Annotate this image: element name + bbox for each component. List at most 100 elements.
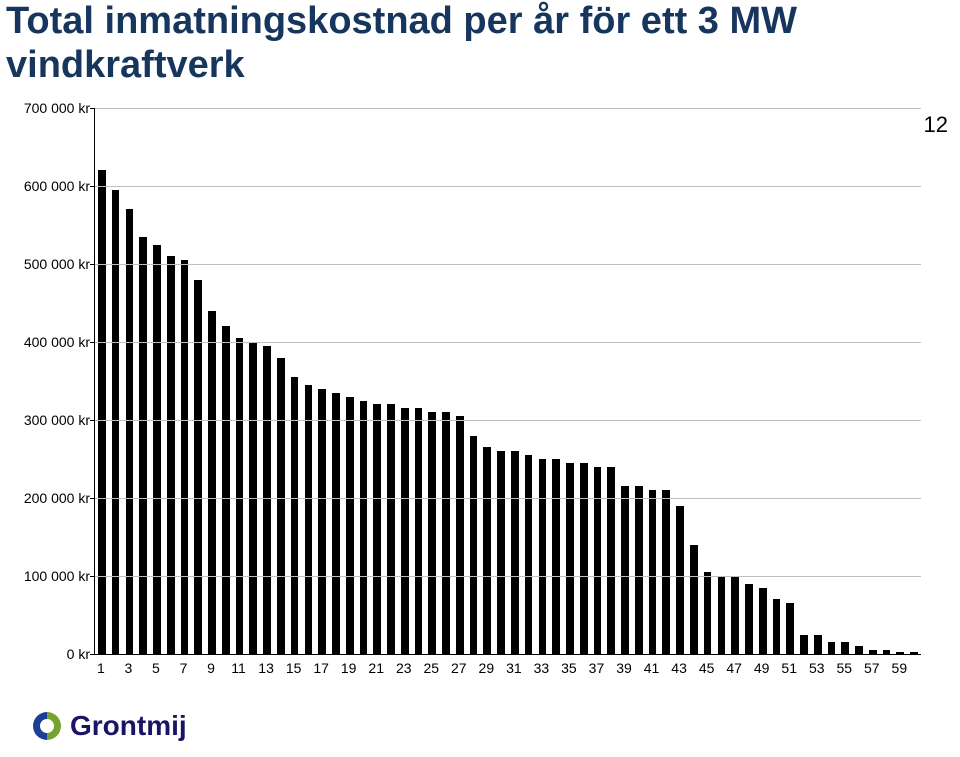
bar (222, 326, 230, 654)
y-tick (90, 654, 95, 655)
bar (635, 486, 643, 654)
gridline (95, 420, 921, 421)
x-axis-label: 53 (809, 660, 825, 676)
x-axis-label: 15 (286, 660, 302, 676)
bar (841, 642, 849, 654)
x-axis-label: 29 (479, 660, 495, 676)
bar (98, 170, 106, 654)
bar (373, 404, 381, 654)
bar (126, 209, 134, 654)
bar (896, 652, 904, 654)
bar (194, 280, 202, 654)
bar (676, 506, 684, 654)
bar (167, 256, 175, 654)
bar (511, 451, 519, 654)
bar (566, 463, 574, 654)
x-axis-label: 17 (313, 660, 329, 676)
bar (800, 635, 808, 655)
x-axis-label: 39 (616, 660, 632, 676)
bar (731, 576, 739, 654)
x-axis-label: 19 (341, 660, 357, 676)
x-axis-label: 31 (506, 660, 522, 676)
x-axis-label: 11 (231, 660, 246, 676)
x-axis-label: 23 (396, 660, 412, 676)
y-axis-label: 500 000 kr (12, 256, 90, 272)
x-axis-label: 9 (207, 660, 215, 676)
bar (580, 463, 588, 654)
bar (346, 397, 354, 654)
bar (181, 260, 189, 654)
bar (387, 404, 395, 654)
x-axis-label: 55 (836, 660, 852, 676)
bars-container (95, 108, 921, 654)
bar (662, 490, 670, 654)
x-axis-label: 47 (726, 660, 742, 676)
bar (855, 646, 863, 654)
gridline (95, 186, 921, 187)
y-tick (90, 576, 95, 577)
x-axis-label: 37 (589, 660, 605, 676)
bar (332, 393, 340, 654)
gridline (95, 264, 921, 265)
x-axis-label: 49 (754, 660, 770, 676)
bar (236, 338, 244, 654)
bar (883, 650, 891, 654)
x-axis-label: 21 (368, 660, 384, 676)
bar (360, 401, 368, 655)
x-axis-label: 3 (125, 660, 133, 676)
gridline (95, 342, 921, 343)
bar (483, 447, 491, 654)
x-axis-label: 43 (671, 660, 687, 676)
x-axis-label: 41 (644, 660, 660, 676)
bar (525, 455, 533, 654)
bar (745, 584, 753, 654)
y-tick (90, 108, 95, 109)
bar (318, 389, 326, 654)
bar (718, 576, 726, 654)
gridline (95, 108, 921, 109)
y-tick (90, 342, 95, 343)
bar (869, 650, 877, 654)
x-axis-label: 7 (180, 660, 188, 676)
x-axis-label: 5 (152, 660, 160, 676)
bar (401, 408, 409, 654)
bar (773, 599, 781, 654)
y-tick (90, 420, 95, 421)
bar (607, 467, 615, 654)
bar (594, 467, 602, 654)
y-axis-label: 400 000 kr (12, 334, 90, 350)
bar (291, 377, 299, 654)
y-tick (90, 186, 95, 187)
x-axis-label: 13 (258, 660, 274, 676)
logo: Grontmij (30, 709, 187, 743)
logo-mark-icon (30, 709, 64, 743)
x-axis-label: 57 (864, 660, 880, 676)
bar-chart: 1357911131517192123252729313335373941434… (12, 108, 920, 668)
bar (910, 652, 918, 654)
bar (552, 459, 560, 654)
bar (139, 237, 147, 654)
bar (263, 346, 271, 654)
title-line2: vindkraftverk (6, 44, 245, 86)
y-axis-label: 300 000 kr (12, 412, 90, 428)
gridline (95, 498, 921, 499)
bar (621, 486, 629, 654)
slide-title: Total inmatningskostnad per år för ett 3… (6, 0, 797, 87)
x-axis-label: 25 (423, 660, 439, 676)
bar (759, 588, 767, 654)
x-axis-label: 1 (97, 660, 105, 676)
y-axis-label: 0 kr (12, 646, 90, 662)
logo-text: Grontmij (70, 710, 187, 742)
bar (415, 408, 423, 654)
y-tick (90, 264, 95, 265)
y-axis-label: 100 000 kr (12, 568, 90, 584)
bar (539, 459, 547, 654)
x-axis-label: 45 (699, 660, 715, 676)
bar (442, 412, 450, 654)
bar (456, 416, 464, 654)
bar (828, 642, 836, 654)
y-axis-label: 200 000 kr (12, 490, 90, 506)
bar (497, 451, 505, 654)
bar (814, 635, 822, 655)
x-axis-label: 33 (534, 660, 550, 676)
